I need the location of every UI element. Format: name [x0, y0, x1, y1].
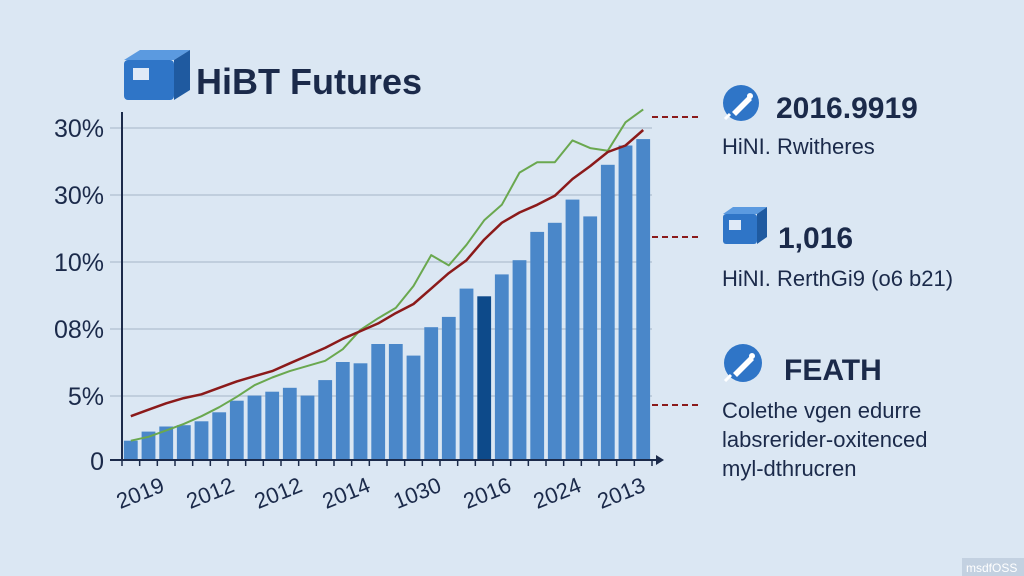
legend-item-1: 2016.9919 HiNI. Rwitheres	[722, 85, 918, 159]
bar	[530, 231, 545, 460]
bar	[565, 199, 580, 460]
y-tick-label: 08%	[54, 316, 104, 344]
cube-icon	[723, 207, 767, 244]
legend-value: 1,016	[778, 222, 853, 255]
bar	[388, 344, 403, 460]
bar	[176, 425, 191, 460]
header: HiBT Futures	[124, 50, 422, 102]
y-tick-label: 10%	[54, 249, 104, 277]
legend-item-3: FEATH Colethe vgen edurre labsrerider-ox…	[722, 344, 927, 481]
bar	[194, 421, 209, 460]
rocket-icon	[723, 344, 762, 383]
y-tick-label: 30%	[54, 182, 104, 210]
x-tick-labels: 2019 2012 2012 2014 1030 2016 2024 2013	[113, 472, 649, 514]
legend-label: HiNI. Rwitheres	[722, 134, 875, 159]
y-tick-labels: 30% 30% 10% 08% 5% 0	[54, 115, 104, 476]
x-tick-label: 2012	[183, 472, 238, 514]
red-trend-line	[130, 129, 645, 418]
y-tick-label: 5%	[68, 383, 104, 411]
bar	[159, 426, 174, 460]
cube-icon	[124, 50, 190, 100]
bar	[141, 431, 156, 460]
bar	[123, 440, 138, 460]
bar	[229, 400, 244, 460]
bar	[335, 362, 350, 460]
x-tick-label: 1030	[390, 472, 445, 514]
bar	[494, 274, 509, 460]
bar	[300, 395, 315, 460]
watermark-text: msdfOSS	[966, 561, 1017, 575]
y-tick-label: 0	[90, 448, 104, 476]
legend-desc-line: labsrerider-oxitenced	[722, 427, 927, 452]
y-tick-label: 30%	[54, 115, 104, 143]
x-tick-label: 2012	[251, 472, 306, 514]
legend-desc-line: myl-dthrucren	[722, 456, 856, 481]
legend-item-2: 1,016 HiNI. RerthGi9 (o6 b21)	[722, 207, 953, 291]
x-tick-label: 2016	[460, 472, 515, 514]
line-series	[130, 108, 645, 442]
bar	[636, 139, 651, 460]
bar	[371, 344, 386, 460]
bar-series	[123, 139, 651, 461]
bar	[318, 380, 333, 460]
bar	[247, 395, 262, 460]
page-title: HiBT Futures	[196, 61, 422, 102]
legend-value: FEATH	[784, 354, 882, 387]
connectors	[652, 116, 700, 406]
bar	[353, 363, 368, 460]
legend-desc-line: Colethe vgen edurre	[722, 398, 921, 423]
axes	[110, 112, 664, 466]
bar	[282, 387, 297, 460]
bar	[600, 164, 615, 461]
bar	[265, 391, 280, 460]
legend-value: 2016.9919	[776, 92, 918, 125]
bar	[512, 260, 527, 460]
x-tick-label: 2014	[319, 472, 374, 514]
x-tick-label: 2019	[113, 472, 168, 514]
bar	[212, 412, 227, 460]
x-tick-label: 2013	[594, 472, 649, 514]
bar	[583, 216, 598, 460]
bar	[618, 145, 633, 460]
x-axis-arrow	[656, 455, 664, 465]
legend-label: HiNI. RerthGi9 (o6 b21)	[722, 266, 953, 291]
bar	[441, 316, 456, 460]
bar	[406, 355, 421, 460]
green-trend-line	[130, 108, 644, 442]
watermark: msdfOSS	[962, 558, 1024, 576]
bar	[477, 296, 492, 460]
bar-chart: 30% 30% 10% 08% 5% 0 2019 2012 2012 2014 1030 2016…	[54, 108, 664, 514]
rocket-icon	[723, 85, 759, 121]
bar	[459, 288, 474, 460]
bar	[547, 222, 562, 460]
bar	[424, 327, 439, 460]
x-tick-label: 2024	[530, 472, 585, 514]
